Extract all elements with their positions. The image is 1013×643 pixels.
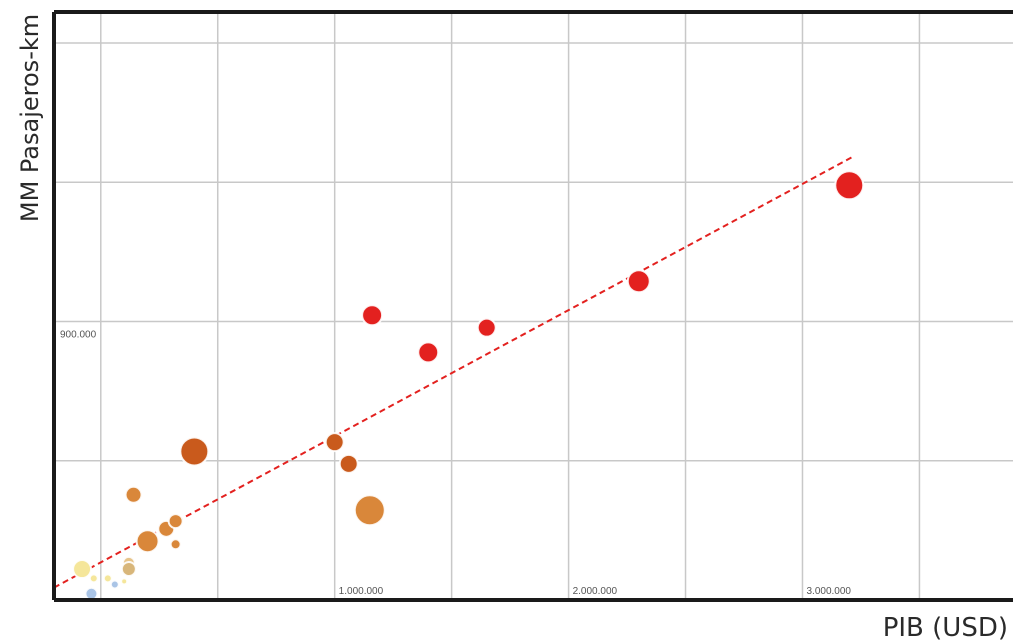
data-point [361, 304, 384, 327]
data-point [626, 269, 651, 294]
data-points [72, 170, 865, 601]
x-axis-label: PIB (USD) [883, 613, 1008, 643]
data-point [109, 579, 120, 590]
data-point [120, 577, 129, 586]
data-point [179, 436, 210, 467]
data-point [72, 559, 93, 580]
trendline-group [53, 156, 853, 589]
data-point [476, 317, 497, 338]
data-point [417, 341, 440, 364]
plot-frame [52, 10, 1013, 602]
x-tick-label: 3.000.000 [806, 586, 851, 597]
data-point [124, 485, 143, 504]
data-point [102, 573, 113, 584]
tick-labels: 1.000.000 2.000.000 3.000.000 900.000 [60, 329, 851, 597]
x-tick-label: 1.000.000 [339, 586, 384, 597]
data-point [167, 513, 184, 530]
data-point [324, 432, 345, 453]
data-point [88, 573, 99, 584]
data-point [120, 561, 137, 578]
trendline [53, 156, 853, 589]
y-tick-label: 900.000 [60, 329, 97, 340]
x-tick-label: 2.000.000 [573, 586, 618, 597]
data-point [353, 494, 386, 527]
data-point [834, 170, 865, 201]
data-point [169, 538, 182, 551]
data-point [338, 453, 359, 474]
y-axis-label: MM Pasajeros-km [16, 14, 44, 222]
grid [54, 12, 1013, 600]
data-point [135, 529, 160, 554]
